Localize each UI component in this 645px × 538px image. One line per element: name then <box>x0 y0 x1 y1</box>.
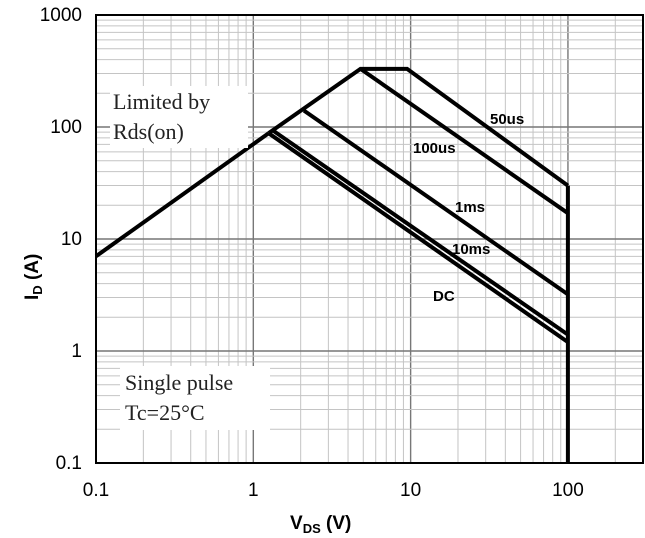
series-line-10ms <box>272 129 570 337</box>
series-line-dc <box>267 131 570 344</box>
x-axis-title: VDS (V) <box>290 513 351 536</box>
series-line-1ms <box>302 108 570 297</box>
y-axis-title: ID (A) <box>22 254 45 300</box>
y-tick-label: 1 <box>71 341 82 362</box>
plot-frame <box>95 14 644 464</box>
tick-labels: 0.1 1 10 100 0.1 1 10 100 1000 <box>40 5 584 501</box>
y-tick-label: 10 <box>61 229 82 250</box>
x-tick-label: 1 <box>248 480 259 501</box>
x-tick-label: 100 <box>552 480 584 501</box>
note-rds-on: Rds(on) <box>113 119 184 144</box>
x-tick-label: 10 <box>400 480 421 501</box>
label-10ms: 10ms <box>452 241 490 258</box>
note-single-pulse: Single pulse <box>125 370 233 395</box>
series-lines <box>94 66 570 463</box>
label-50us: 50us <box>490 111 524 128</box>
series-line-100us <box>359 67 570 215</box>
y-tick-label: 0.1 <box>56 453 82 474</box>
note-limited-by: Limited by <box>113 89 210 114</box>
label-dc: DC <box>433 288 455 305</box>
y-tick-label: 100 <box>50 117 82 138</box>
series-line-limited-by-rds-on <box>94 131 270 258</box>
note-temperature: Tc=25°C <box>125 400 205 425</box>
x-tick-label: 0.1 <box>83 480 109 501</box>
label-1ms: 1ms <box>455 199 485 216</box>
series-line-50us <box>267 66 570 188</box>
label-100us: 100us <box>413 140 456 157</box>
y-tick-label: 1000 <box>40 5 82 26</box>
limited-note-bg <box>110 86 248 148</box>
pulse-note-bg <box>120 366 270 430</box>
